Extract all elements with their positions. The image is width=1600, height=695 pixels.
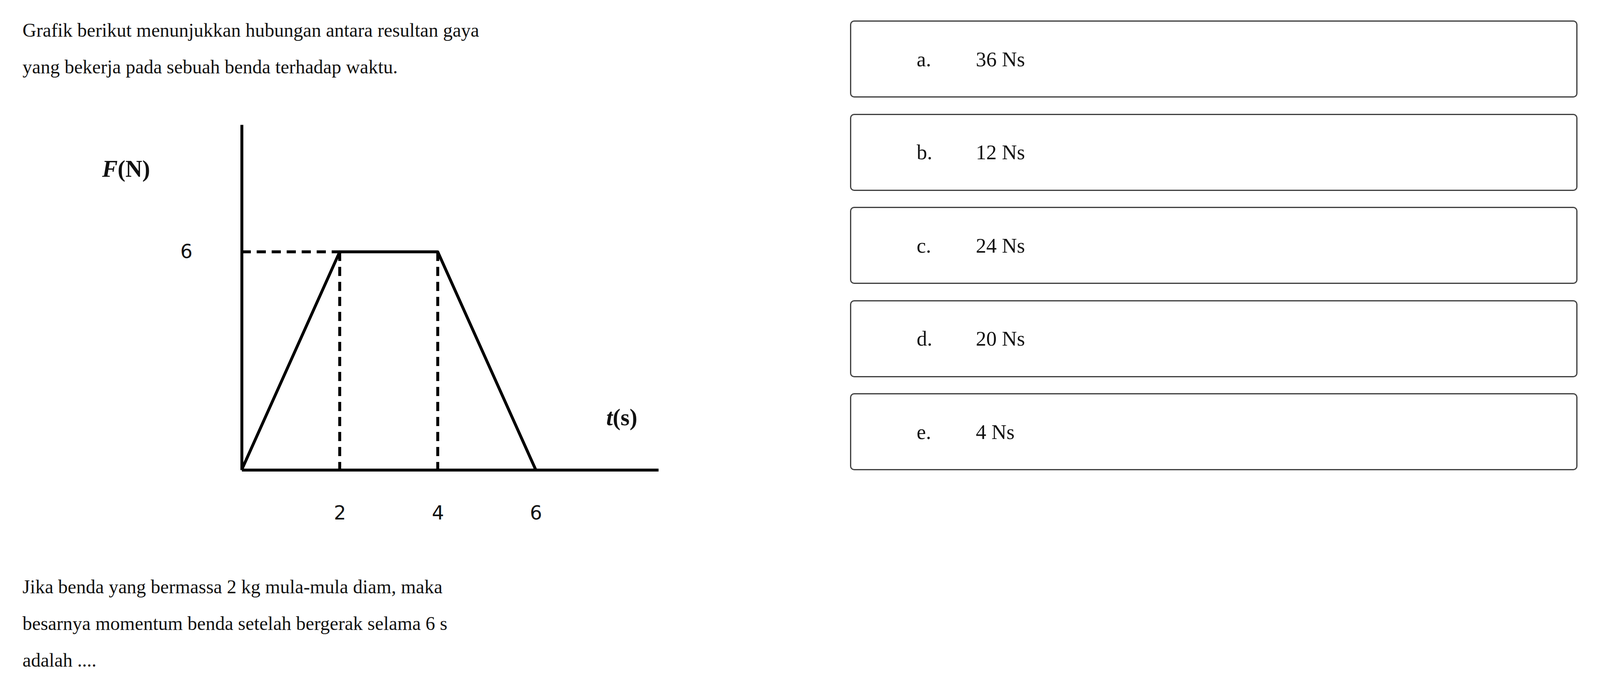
tick-label: 4 (431, 501, 444, 524)
axis-line (242, 468, 659, 472)
tick-label: 6 (180, 240, 193, 263)
x-axis: 2 4 6 (242, 469, 659, 524)
force-line (241, 251, 536, 470)
guides (241, 251, 438, 470)
question-prompt: Jika benda yang bermassa 2 kg mula-mula … (22, 568, 448, 679)
option-text: 20 Ns (975, 326, 1025, 351)
axis-title: F(N) (101, 155, 150, 183)
tick: 6 (180, 240, 242, 263)
text-line: adalah .... (22, 641, 448, 679)
answer-option[interactable]: b. 12 Ns (850, 113, 1578, 191)
tick-label: 2 (333, 501, 346, 524)
answer-option[interactable]: a. 36 Ns (850, 20, 1578, 98)
guide-vertical (338, 251, 342, 470)
answer-option[interactable]: e. 4 Ns (850, 392, 1578, 470)
option-letter: b. (916, 140, 933, 165)
guide-horizontal (241, 250, 340, 254)
tick: 4 (431, 469, 444, 524)
text-line: besarnya momentum benda setelah bergerak… (22, 605, 448, 642)
plot-area (241, 251, 536, 470)
option-letter: d. (916, 326, 933, 351)
option-text: 4 Ns (975, 419, 1015, 444)
option-text: 36 Ns (975, 47, 1025, 72)
tick-label: 6 (530, 501, 543, 524)
axis-title: t(s) (606, 404, 638, 431)
option-letter: a. (916, 47, 932, 72)
tick: 2 (333, 469, 346, 524)
text-line: Grafik berikut menunjukkan hubungan anta… (22, 12, 480, 49)
axis-line (240, 125, 244, 470)
chart: 2 4 6 6 F(N) t(s) (0, 0, 792, 555)
option-text: 24 Ns (975, 233, 1025, 258)
option-letter: e. (916, 419, 932, 444)
guide-vertical (436, 251, 440, 470)
question-intro: Grafik berikut menunjukkan hubungan anta… (22, 12, 480, 86)
text-line: yang bekerja pada sebuah benda terhadap … (22, 48, 480, 86)
option-letter: c. (916, 233, 932, 258)
answer-option[interactable]: d. 20 Ns (850, 300, 1578, 378)
text-line: Jika benda yang bermassa 2 kg mula-mula … (22, 568, 448, 605)
y-axis: 6 (180, 125, 243, 470)
option-text: 12 Ns (975, 140, 1025, 165)
tick: 6 (530, 469, 543, 524)
answer-option[interactable]: c. 24 Ns (850, 206, 1578, 284)
